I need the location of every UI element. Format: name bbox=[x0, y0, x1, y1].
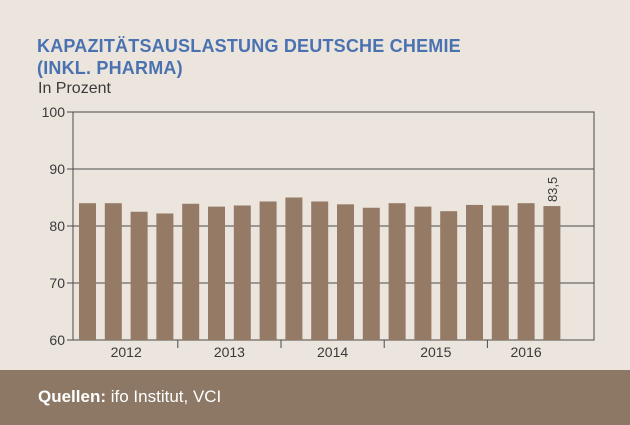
chart-title: KAPAZITÄTSAUSLASTUNG DEUTSCHE CHEMIE (IN… bbox=[37, 35, 557, 79]
source-text: Quellen: ifo Institut, VCI bbox=[38, 387, 221, 407]
bar bbox=[414, 206, 432, 340]
bar bbox=[156, 213, 174, 340]
x-tick-label: 2016 bbox=[511, 344, 542, 360]
bar bbox=[104, 203, 122, 340]
bar bbox=[466, 204, 483, 340]
source-names: ifo Institut, VCI bbox=[106, 387, 222, 406]
bar bbox=[130, 211, 148, 340]
chart-subtitle: In Prozent bbox=[38, 80, 111, 97]
y-tick-label: 90 bbox=[49, 161, 65, 177]
bar bbox=[311, 201, 329, 340]
x-tick-label: 2013 bbox=[214, 344, 245, 360]
bar bbox=[79, 203, 96, 340]
x-tick-label: 2014 bbox=[317, 344, 348, 360]
x-tick-label: 2015 bbox=[420, 344, 451, 360]
y-tick-label: 70 bbox=[49, 275, 65, 291]
data-label: 83,5 bbox=[545, 177, 560, 202]
bar bbox=[517, 203, 535, 340]
bar bbox=[337, 204, 354, 340]
bar bbox=[362, 207, 380, 340]
bar bbox=[543, 206, 561, 340]
bar bbox=[440, 211, 458, 340]
bar bbox=[259, 201, 277, 340]
bar bbox=[233, 205, 251, 340]
y-tick-label: 60 bbox=[49, 332, 65, 348]
y-tick-label: 100 bbox=[42, 104, 66, 120]
chart-title-line1: KAPAZITÄTSAUSLASTUNG DEUTSCHE CHEMIE bbox=[37, 36, 461, 56]
bar bbox=[208, 206, 225, 340]
chart-title-line2: (INKL. PHARMA) bbox=[37, 58, 183, 78]
source-label: Quellen: bbox=[38, 387, 107, 406]
bar bbox=[285, 197, 303, 340]
bar-chart: 60 70 80 90 100 2012 2013 2014 2015 2016 83,5 bbox=[42, 104, 595, 360]
bar bbox=[182, 203, 200, 340]
bar bbox=[491, 205, 509, 340]
source-footer: Quellen: ifo Institut, VCI bbox=[0, 370, 630, 425]
y-tick-label: 80 bbox=[49, 218, 65, 234]
bar bbox=[388, 203, 406, 340]
x-tick-label: 2012 bbox=[111, 344, 142, 360]
